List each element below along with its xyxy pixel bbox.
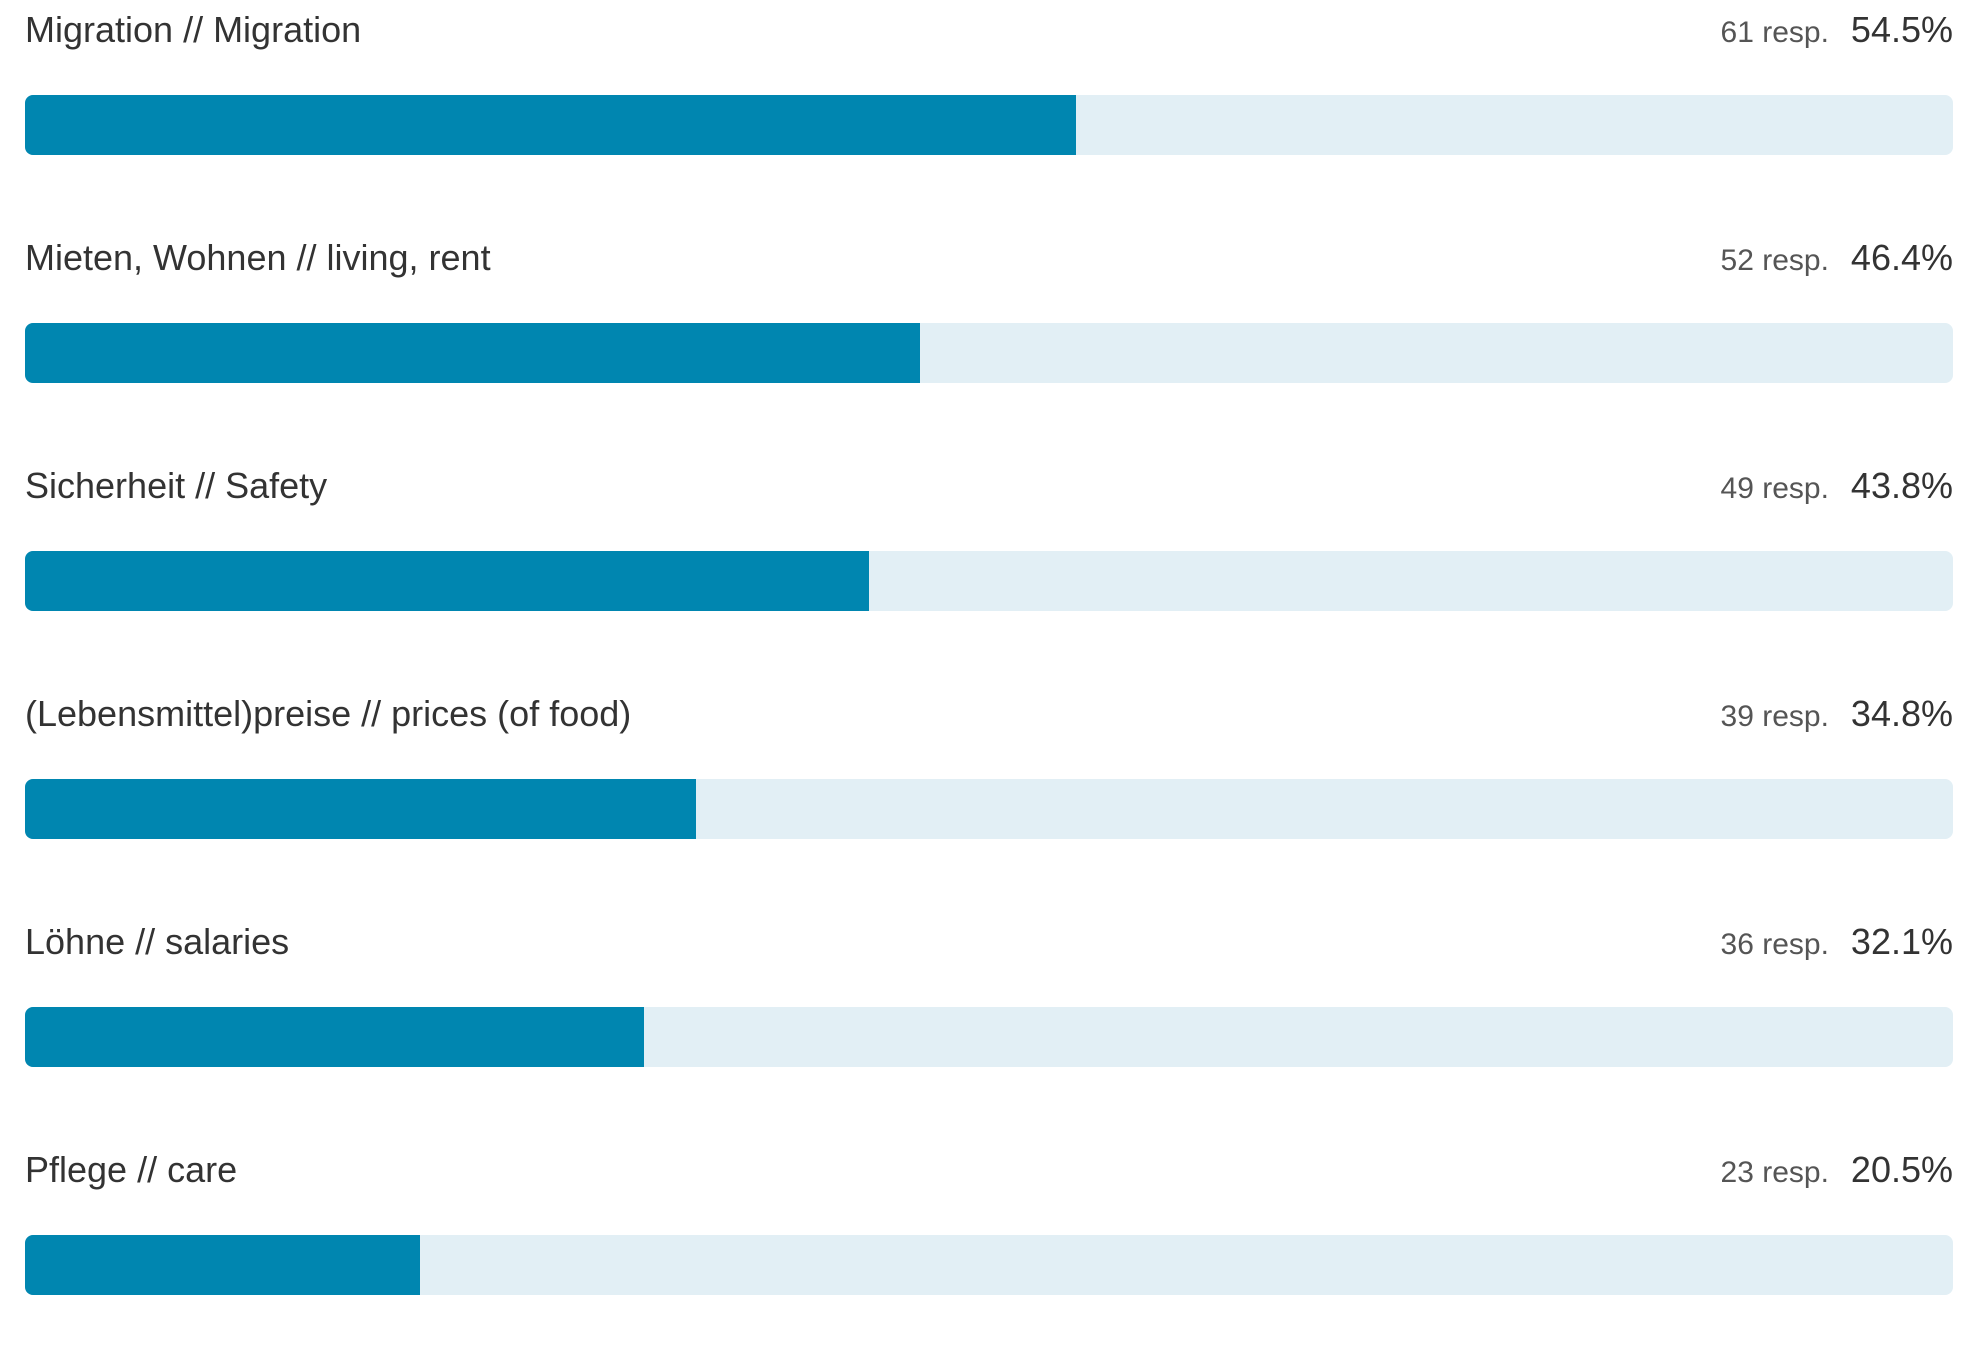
bar-fill (25, 1007, 644, 1067)
category-label: Sicherheit // Safety (25, 465, 328, 506)
result-row: (Lebensmittel)preise // prices (of food)… (25, 684, 1953, 912)
bar-fill (25, 95, 1076, 155)
bar-fill (25, 551, 870, 611)
bar-track (25, 779, 1953, 839)
category-label: (Lebensmittel)preise // prices (of food) (25, 693, 632, 734)
percentage-label: 43.8% (1850, 465, 1953, 506)
percentage-label: 20.5% (1850, 1149, 1953, 1190)
category-label: Migration // Migration (25, 9, 362, 50)
bar-track (25, 551, 1953, 611)
bar-fill (25, 323, 920, 383)
response-count: 23 resp. (1720, 1156, 1829, 1189)
response-count: 52 resp. (1720, 244, 1829, 277)
results-chart: Migration // Migration 61 resp. 54.5% Miete… (25, 0, 1953, 1368)
response-count: 36 resp. (1720, 928, 1829, 961)
row-stats: 61 resp. 54.5% (1721, 8, 1953, 60)
row-stats: 39 resp. 34.8% (1721, 692, 1953, 744)
row-stats: 36 resp. 32.1% (1721, 920, 1953, 972)
category-label: Löhne // salaries (25, 921, 290, 962)
bar-track (25, 1007, 1953, 1067)
result-row: Löhne // salaries 36 resp. 32.1% (25, 912, 1953, 1140)
percentage-label: 32.1% (1850, 921, 1953, 962)
result-row: Migration // Migration 61 resp. 54.5% (25, 0, 1953, 228)
bar-fill (25, 779, 696, 839)
response-count: 61 resp. (1720, 16, 1829, 49)
percentage-label: 46.4% (1850, 237, 1953, 278)
bar-fill (25, 1235, 421, 1295)
response-count: 39 resp. (1720, 700, 1829, 733)
percentage-label: 34.8% (1850, 693, 1953, 734)
result-row: Pflege // care 23 resp. 20.5% (25, 1140, 1953, 1368)
row-stats: 49 resp. 43.8% (1721, 464, 1953, 516)
category-label: Pflege // care (25, 1149, 238, 1190)
bar-track (25, 323, 1953, 383)
percentage-label: 54.5% (1850, 9, 1953, 50)
response-count: 49 resp. (1720, 472, 1829, 505)
row-stats: 52 resp. 46.4% (1721, 236, 1953, 288)
category-label: Mieten, Wohnen // living, rent (25, 237, 491, 278)
result-row: Mieten, Wohnen // living, rent 52 resp. 46… (25, 228, 1953, 456)
result-row: Sicherheit // Safety 49 resp. 43.8% (25, 456, 1953, 684)
bar-track (25, 95, 1953, 155)
row-stats: 23 resp. 20.5% (1721, 1148, 1953, 1200)
bar-track (25, 1235, 1953, 1295)
